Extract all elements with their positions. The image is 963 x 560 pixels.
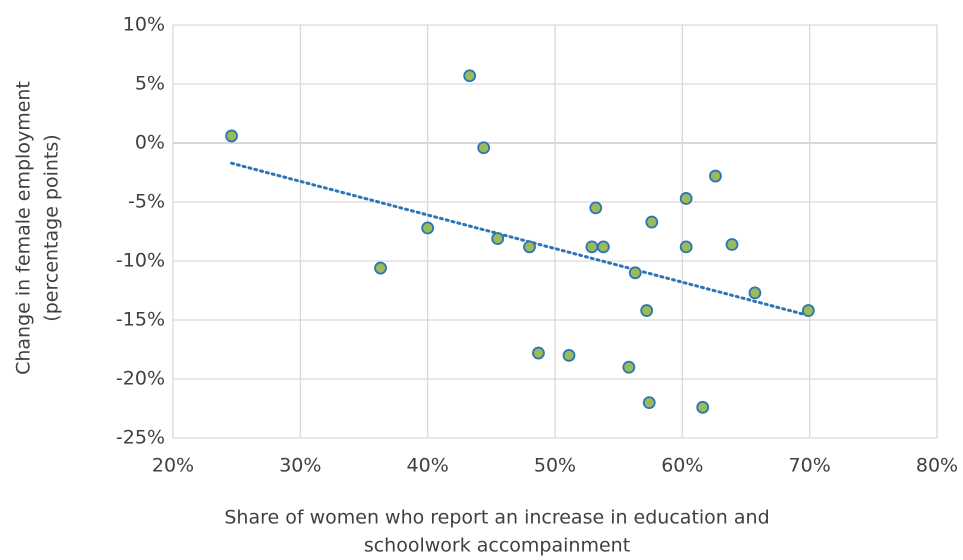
y-tick-label: -20%: [116, 368, 165, 390]
data-point: [477, 141, 491, 155]
y-tick-label: -10%: [116, 250, 165, 272]
data-point: [463, 69, 477, 83]
y-tick-label: -5%: [128, 191, 165, 213]
data-point: [628, 266, 642, 280]
y-tick-label: -25%: [116, 427, 165, 449]
x-tick-label: 20%: [152, 455, 194, 477]
x-tick-label: 70%: [789, 455, 831, 477]
data-point: [562, 348, 576, 362]
data-point: [622, 360, 636, 374]
data-point: [696, 400, 710, 414]
y-tick-label: 10%: [123, 14, 165, 36]
data-point: [523, 240, 536, 254]
data-point: [532, 346, 545, 360]
data-point: [225, 129, 238, 143]
x-axis-label: schoolwork accompainment: [364, 535, 630, 557]
y-axis-label: (percentage points): [41, 134, 63, 321]
data-point: [374, 261, 387, 275]
data-point: [491, 232, 505, 245]
data-point: [679, 240, 693, 254]
data-point: [748, 286, 762, 300]
data-point: [725, 238, 739, 251]
x-tick-label: 60%: [661, 455, 703, 477]
data-point: [642, 396, 656, 410]
data-point: [645, 215, 659, 229]
x-tick-label: 30%: [279, 455, 321, 477]
trendline: [230, 161, 810, 317]
data-point: [421, 221, 435, 235]
y-tick-label: 5%: [135, 73, 165, 95]
y-tick-label: 0%: [135, 132, 165, 154]
data-point: [585, 240, 599, 254]
data-point: [640, 304, 654, 317]
x-tick-label: 40%: [407, 455, 449, 477]
x-axis-label: Share of women who report an increase in…: [224, 507, 769, 529]
y-tick-label: -15%: [116, 309, 165, 331]
data-point: [709, 169, 722, 183]
data-point: [589, 201, 603, 215]
data-point: [801, 304, 815, 317]
data-point: [679, 192, 693, 205]
x-tick-label: 50%: [534, 455, 576, 477]
x-tick-label: 80%: [916, 455, 958, 477]
data-point: [596, 240, 610, 254]
y-axis-label: Change in female employment: [13, 81, 35, 375]
